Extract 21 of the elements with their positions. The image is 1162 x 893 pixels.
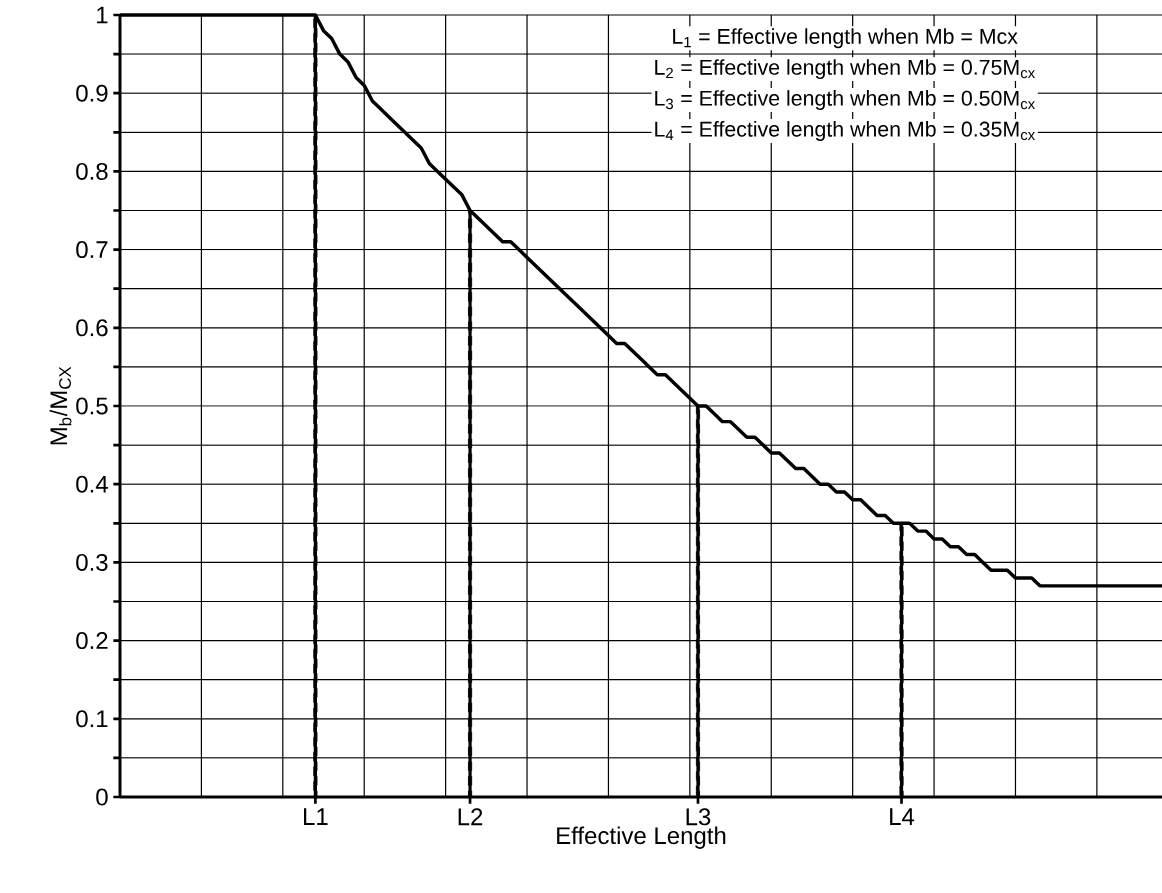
x-axis-title: Effective Length xyxy=(557,826,726,849)
y-tick-label: 0.6 xyxy=(76,319,108,337)
y-axis-title: M$_{b}$/M$_{CX}$ xyxy=(49,366,72,445)
y-tick-label: 0 xyxy=(96,788,108,806)
y-tick-label: 0.7 xyxy=(76,241,108,259)
x-tick-label: L4 xyxy=(890,808,915,825)
y-tick-label: 0.8 xyxy=(76,162,108,180)
y-tick-label: 0.4 xyxy=(76,475,108,493)
annotation: L$_{1}$ = Effective length when Mb = Mcx xyxy=(673,28,1018,49)
y-tick-label: 0.5 xyxy=(76,397,108,415)
x-tick-label: L2 xyxy=(458,808,483,826)
y-tick-label: 0.9 xyxy=(76,84,108,102)
y-tick-label: 1 xyxy=(97,6,108,24)
y-tick-label: 0.2 xyxy=(76,632,108,650)
y-tick-label: 0.3 xyxy=(76,553,108,571)
x-tick-label: L3 xyxy=(686,808,711,826)
annotation: L$_{2}$ = Effective length when Mb = 0.75M$_{cx}$ xyxy=(655,59,1035,80)
y-tick-label: 0.1 xyxy=(76,710,108,728)
annotation: L$_{4}$ = Effective length when Mb = 0.35M$_{cx}$ xyxy=(655,121,1035,141)
x-tick-label: L1 xyxy=(304,808,328,825)
annotation: L$_{3}$ = Effective length when Mb = 0.50M$_{cx}$ xyxy=(655,90,1035,111)
